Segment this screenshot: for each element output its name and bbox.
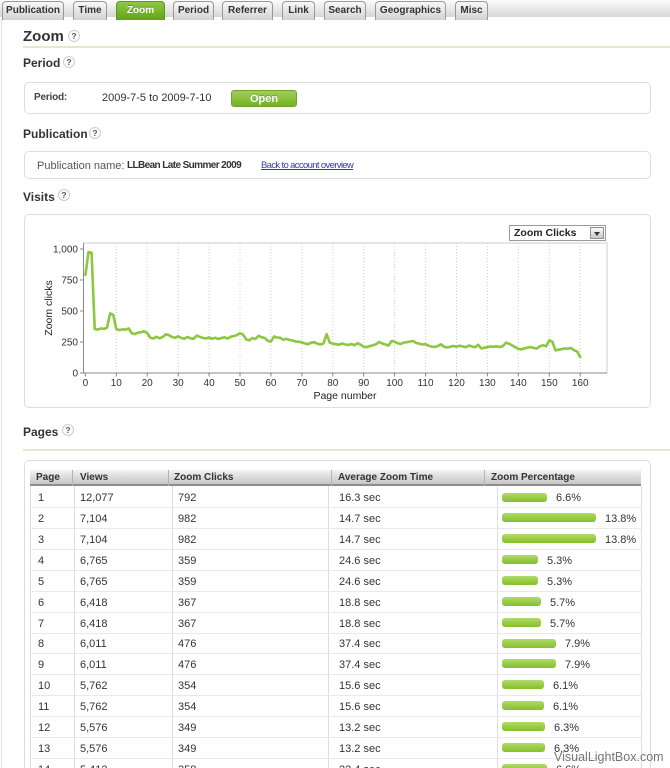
- svg-text:130: 130: [479, 378, 496, 389]
- svg-text:0: 0: [83, 378, 89, 389]
- svg-text:Page number: Page number: [313, 390, 377, 402]
- svg-text:100: 100: [386, 378, 403, 389]
- svg-text:30: 30: [173, 378, 185, 389]
- svg-text:120: 120: [448, 378, 465, 389]
- svg-text:50: 50: [234, 378, 246, 389]
- svg-text:40: 40: [204, 378, 216, 389]
- svg-text:60: 60: [265, 378, 277, 389]
- svg-text:70: 70: [296, 378, 308, 389]
- svg-text:10: 10: [111, 378, 123, 389]
- svg-text:1,000: 1,000: [53, 245, 78, 256]
- svg-text:750: 750: [61, 276, 78, 287]
- svg-text:140: 140: [510, 378, 527, 389]
- svg-text:80: 80: [327, 378, 339, 389]
- svg-text:160: 160: [572, 378, 589, 389]
- svg-text:250: 250: [61, 338, 78, 349]
- svg-text:20: 20: [142, 378, 154, 389]
- svg-text:150: 150: [541, 378, 558, 389]
- svg-text:90: 90: [358, 378, 370, 389]
- svg-text:Zoom clicks: Zoom clicks: [43, 280, 55, 335]
- svg-text:500: 500: [61, 307, 78, 318]
- svg-text:0: 0: [72, 369, 78, 380]
- svg-text:110: 110: [418, 378, 434, 389]
